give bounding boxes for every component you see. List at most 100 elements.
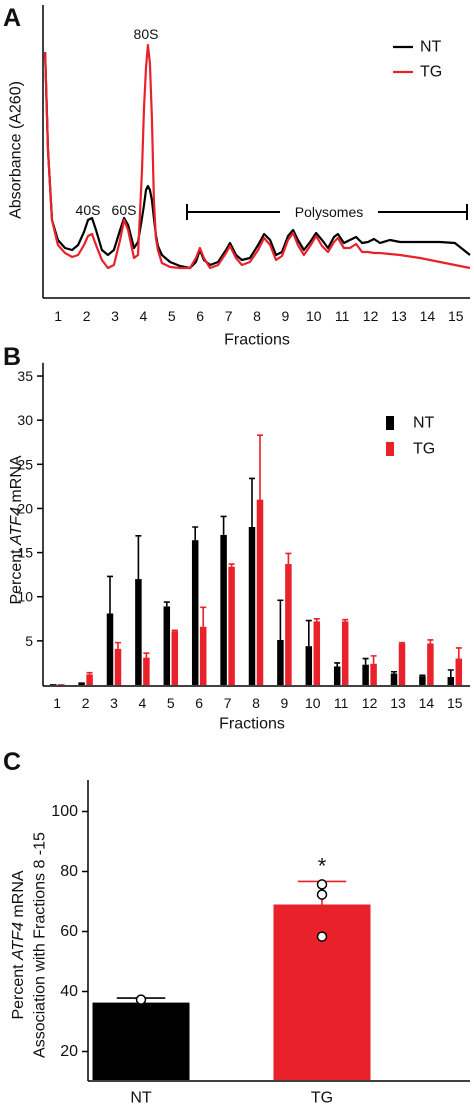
bar: [419, 676, 426, 685]
y-tick-label: 5: [25, 633, 33, 649]
bar: [447, 677, 455, 685]
error-bar: [86, 671, 93, 675]
line-series: [44, 43, 471, 270]
error-bar: [249, 477, 255, 527]
x-tick-label: 14: [419, 695, 435, 711]
error-bar: [399, 641, 405, 644]
legend-label: NT: [413, 415, 435, 432]
error-bar: [305, 619, 312, 647]
x-tick-label: 7: [225, 308, 233, 324]
legend-swatch: [386, 416, 394, 430]
bar: [191, 540, 199, 685]
x-tick-label: 2: [82, 695, 90, 711]
y-tick-label: 10: [17, 589, 33, 605]
x-tick-label: 11: [334, 695, 349, 711]
x-tick-label: 6: [195, 695, 203, 711]
bar: [135, 579, 142, 685]
bar: [114, 648, 122, 685]
y-label-part: ATF4: [8, 507, 25, 546]
annotation: 60S: [112, 202, 137, 218]
polysome-bracket: [186, 204, 468, 220]
legend-label: TG: [420, 64, 442, 81]
y-tick-label: 40: [60, 983, 78, 1000]
error-bar: [107, 575, 113, 614]
error-bar: [419, 674, 426, 677]
y-axis-label: Absorbance (A260): [8, 81, 25, 219]
x-tick-label: 14: [420, 308, 436, 324]
bar: [163, 606, 171, 685]
bar: [285, 564, 292, 685]
x-tick-label: 7: [224, 695, 232, 711]
legend-label: TG: [413, 441, 435, 458]
bar: [305, 646, 313, 685]
data-point: [135, 994, 147, 1005]
y-axis-label: Percent ATF4 mRNA: [8, 455, 25, 604]
line-series: [44, 51, 471, 270]
y-tick-label: 20: [17, 500, 33, 516]
bar: [273, 904, 371, 1080]
y-label-part: ATF4: [10, 922, 27, 961]
error-bar: [115, 641, 121, 649]
x-tick-label: 15: [448, 308, 464, 324]
x-tick-label: 1: [53, 695, 61, 711]
error-bar: [447, 669, 454, 678]
bar: [199, 626, 207, 685]
annotation: 40S: [76, 202, 101, 218]
x-tick-label: 6: [196, 308, 204, 324]
bar: [341, 621, 349, 685]
bar: [171, 631, 179, 685]
bar: [228, 566, 235, 685]
bar: [86, 674, 93, 685]
error-bar: [313, 617, 320, 622]
legend-label: NT: [420, 39, 442, 56]
bar: [313, 621, 321, 685]
y-tick-label: 100: [51, 803, 78, 820]
error-bar: [427, 639, 434, 644]
legend-swatch: [386, 442, 394, 456]
panel-label: A: [3, 4, 21, 32]
bar: [455, 658, 463, 685]
panel-label: C: [3, 748, 21, 776]
x-tick-label: 10: [306, 308, 322, 324]
error-bar: [171, 629, 178, 632]
y-tick-label: 20: [60, 1043, 78, 1060]
bar: [78, 682, 85, 685]
x-tick-label: 10: [305, 695, 321, 711]
x-tick-label: 13: [390, 695, 406, 711]
bar: [106, 613, 114, 685]
bar: [390, 673, 398, 685]
error-bar: [200, 606, 207, 627]
error-bar: [285, 552, 292, 565]
y-label-part: Percent: [8, 549, 25, 605]
error-bar: [455, 647, 462, 659]
error-bar: [370, 655, 377, 664]
error-bar: [135, 535, 142, 580]
bar: [370, 663, 377, 685]
y-axis-label: Association with Fractions 8 -15: [32, 832, 49, 1058]
x-tick-label: 5: [167, 695, 175, 711]
error-bar: [334, 662, 341, 667]
y-label-part: mRNA: [8, 455, 25, 502]
bar: [333, 666, 341, 685]
bar: [57, 684, 65, 685]
error-bar: [228, 563, 235, 567]
x-tick-label: 9: [281, 695, 289, 711]
annotation: *: [318, 854, 327, 879]
error-bar: [257, 434, 263, 500]
x-tick-label: 4: [140, 308, 148, 324]
data-point: [316, 889, 328, 900]
error-bar: [277, 599, 284, 640]
bar: [143, 657, 150, 685]
panel-label: B: [3, 343, 21, 371]
annotation: 80S: [134, 26, 159, 42]
x-tick-label: 13: [391, 308, 407, 324]
x-tick-label: 3: [111, 308, 119, 324]
bar: [248, 526, 256, 685]
error-bar: [163, 601, 170, 607]
x-tick-label: 12: [362, 695, 378, 711]
bar: [277, 639, 284, 685]
data-point: [316, 879, 328, 890]
annotation: Polysomes: [295, 204, 363, 220]
bar: [398, 643, 406, 685]
bar: [49, 684, 57, 685]
